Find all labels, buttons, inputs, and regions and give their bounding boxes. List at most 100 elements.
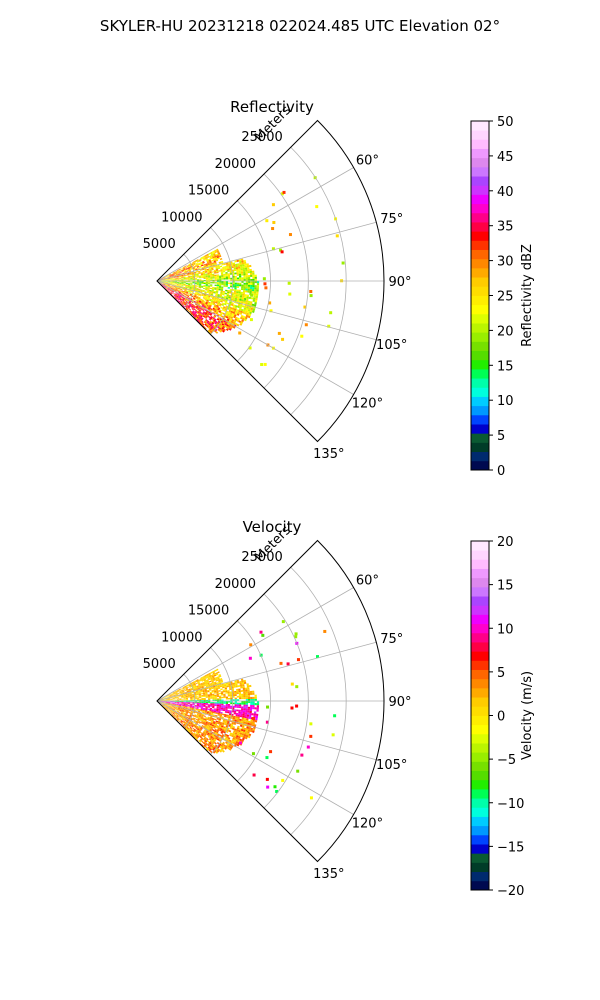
radar-gate — [225, 274, 228, 277]
radar-gate — [187, 729, 190, 732]
radar-gate — [198, 704, 202, 706]
radar-gate — [198, 258, 202, 261]
radar-gate — [222, 293, 225, 296]
velocity-title: Velocity — [243, 518, 302, 536]
radar-gate — [222, 290, 226, 293]
colorbar-step — [471, 313, 489, 324]
radar-gate — [223, 731, 226, 734]
radar-gate — [185, 713, 188, 715]
radar-gate — [217, 313, 220, 316]
radar-gate — [202, 690, 205, 693]
radar-gate — [206, 298, 210, 301]
radar-gate — [183, 277, 186, 279]
radar-gate — [239, 316, 243, 320]
colorbar-step — [471, 387, 489, 397]
radar-gate — [212, 317, 215, 320]
radar-gate — [203, 266, 207, 268]
radar-gate — [171, 286, 174, 288]
radar-gate — [182, 721, 186, 724]
radar-gate — [183, 303, 186, 306]
radar-gate — [195, 313, 198, 317]
radar-gate — [217, 721, 221, 724]
radar-gate — [212, 735, 216, 739]
radar-gate — [170, 702, 173, 704]
radar-gate — [176, 295, 179, 298]
radar-gate — [195, 730, 198, 734]
radar-gate — [214, 324, 218, 328]
radar-gate — [201, 698, 204, 700]
radar-gate — [176, 699, 180, 700]
radar-gate — [225, 289, 228, 292]
radar-gate — [197, 731, 200, 734]
radar-gate — [172, 708, 176, 710]
radar-gate — [207, 746, 211, 750]
radar-gate — [181, 291, 184, 294]
radar-gate — [243, 695, 246, 698]
radar-gate — [189, 293, 193, 296]
radar-gate — [208, 702, 211, 704]
radar-gate — [208, 712, 212, 714]
radar-gate — [216, 704, 220, 707]
radar-gate — [210, 323, 214, 326]
radar-gate — [214, 297, 217, 300]
radar-gate — [235, 685, 238, 688]
radar-gate — [188, 308, 191, 311]
radar-gate — [215, 711, 219, 713]
radar-gate — [184, 685, 188, 688]
radar-gate — [194, 303, 198, 306]
radar-gate — [209, 723, 213, 726]
radar-gate — [180, 274, 184, 276]
radar-gate — [210, 277, 213, 279]
radar-gate — [173, 273, 176, 275]
radar-gate — [172, 708, 175, 711]
radar-gate — [167, 283, 171, 285]
radar-gate — [189, 692, 192, 694]
radar-gate — [246, 714, 250, 717]
radar-gate — [174, 284, 177, 286]
radar-gate — [167, 275, 170, 277]
radar-gate — [208, 731, 211, 734]
radar-gate — [185, 302, 188, 305]
radar-gate — [181, 269, 184, 271]
radar-gate — [194, 277, 197, 279]
radar-gate — [194, 685, 197, 687]
azimuth-spoke — [156, 280, 377, 341]
radar-gate — [192, 306, 196, 309]
radar-gate — [195, 306, 199, 309]
radar-gate — [207, 283, 211, 285]
radar-gate — [170, 279, 173, 280]
radar-gate — [165, 707, 168, 710]
radar-gate — [212, 685, 216, 688]
radar-gate — [197, 315, 200, 318]
radar-gate — [245, 699, 249, 701]
radar-gate — [220, 735, 224, 738]
radar-gate — [250, 280, 253, 283]
radar-gate — [200, 690, 203, 692]
radar-gate — [251, 713, 254, 716]
radar-gate — [192, 702, 195, 704]
radar-gate — [218, 724, 222, 727]
radar-gate — [216, 288, 219, 291]
radar-gate — [203, 744, 207, 748]
radar-gate — [171, 710, 174, 713]
radar-gate — [245, 280, 249, 283]
radar-gate — [207, 303, 210, 306]
radar-gate — [177, 288, 181, 290]
radar-gate — [185, 704, 188, 705]
radar-gate — [229, 308, 232, 311]
radar-gate — [211, 290, 214, 292]
radar-gate — [174, 703, 177, 705]
radar-gate — [200, 715, 204, 718]
radar-gate — [206, 718, 210, 721]
colorbar-step — [471, 761, 489, 772]
radar-gate — [175, 271, 178, 273]
radar-gate — [206, 321, 209, 324]
colorbar-step — [471, 396, 489, 407]
radar-gate — [163, 282, 166, 283]
radar-gate — [216, 271, 219, 274]
radar-gate — [172, 271, 175, 273]
radar-gate — [216, 676, 220, 679]
radar-gate — [215, 292, 219, 295]
radar-gate — [246, 683, 249, 686]
radar-gate — [225, 285, 228, 288]
